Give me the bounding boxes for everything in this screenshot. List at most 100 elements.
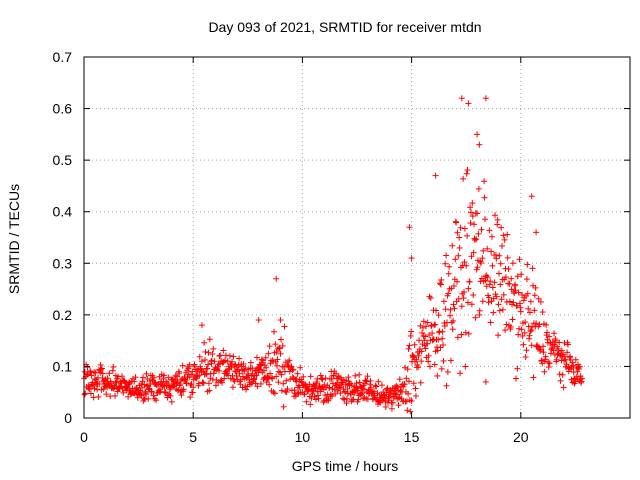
data-point xyxy=(537,298,544,305)
data-point xyxy=(512,281,519,288)
data-point xyxy=(280,403,287,410)
data-point xyxy=(205,361,212,368)
data-point xyxy=(169,376,176,383)
data-point xyxy=(510,299,517,306)
data-point xyxy=(317,388,324,395)
y-tick-label: 0.4 xyxy=(53,204,73,220)
data-point-peak xyxy=(277,317,284,324)
data-point xyxy=(536,321,543,328)
data-point xyxy=(363,378,370,385)
data-point xyxy=(356,371,363,378)
data-point xyxy=(489,284,496,291)
data-point xyxy=(278,371,285,378)
data-point xyxy=(277,336,284,343)
x-tick-label: 0 xyxy=(80,429,88,445)
data-point xyxy=(236,355,243,362)
data-point xyxy=(143,391,150,398)
data-point xyxy=(495,270,502,277)
data-point xyxy=(557,377,564,384)
data-point xyxy=(319,376,326,383)
data-point xyxy=(423,323,430,330)
data-point xyxy=(403,375,410,382)
data-point xyxy=(464,299,471,306)
data-point xyxy=(485,294,492,301)
data-point xyxy=(174,373,181,380)
data-point xyxy=(457,370,464,377)
data-point xyxy=(427,295,434,302)
data-point xyxy=(503,321,510,328)
data-point xyxy=(168,398,175,405)
data-point xyxy=(249,365,256,372)
data-point xyxy=(176,370,183,377)
data-point xyxy=(490,309,497,316)
data-point xyxy=(422,345,429,352)
data-point-peak xyxy=(255,317,262,324)
data-point xyxy=(552,337,559,344)
data-point xyxy=(257,380,264,387)
data-point xyxy=(132,374,139,381)
data-point xyxy=(578,375,585,382)
data-point xyxy=(311,393,318,400)
data-point xyxy=(173,380,180,387)
data-point xyxy=(247,359,254,366)
data-point xyxy=(502,274,509,281)
data-point xyxy=(143,370,150,377)
data-point xyxy=(348,382,355,389)
data-point xyxy=(139,374,146,381)
data-point xyxy=(487,319,494,326)
data-point xyxy=(483,283,490,290)
data-point xyxy=(290,366,297,373)
data-point xyxy=(517,308,524,315)
data-point xyxy=(450,301,457,308)
data-point xyxy=(300,373,307,380)
data-point xyxy=(212,382,219,389)
data-point xyxy=(336,384,343,391)
data-point xyxy=(125,393,132,400)
data-point xyxy=(419,329,426,336)
data-point xyxy=(526,309,533,316)
data-point xyxy=(271,328,278,335)
data-point xyxy=(258,356,265,363)
data-point xyxy=(440,357,447,364)
x-axis-label: GPS time / hours xyxy=(292,458,399,474)
data-point xyxy=(307,401,314,408)
data-point xyxy=(498,224,505,231)
data-point xyxy=(254,383,261,390)
data-point xyxy=(508,275,515,282)
data-point xyxy=(356,379,363,386)
data-point xyxy=(106,370,113,377)
data-point xyxy=(478,260,485,267)
data-point xyxy=(99,370,106,377)
data-point xyxy=(201,356,208,363)
data-point xyxy=(119,373,126,380)
data-point xyxy=(426,363,433,370)
data-point xyxy=(231,362,238,369)
data-point xyxy=(360,386,367,393)
data-point xyxy=(160,372,167,379)
data-point xyxy=(438,365,445,372)
data-point xyxy=(450,317,457,324)
data-point xyxy=(411,341,418,348)
data-point xyxy=(496,307,503,314)
data-point xyxy=(153,397,160,404)
data-point xyxy=(204,365,211,372)
data-point xyxy=(367,377,374,384)
data-point xyxy=(514,365,521,372)
data-point xyxy=(97,369,104,376)
data-point xyxy=(209,351,216,358)
data-point xyxy=(432,321,439,328)
data-point xyxy=(439,328,446,335)
data-point xyxy=(572,356,579,363)
axes: 0 5 10 15 20 0 0.1 0.2 0.3 0.4 0.5 0.6 0.7 xyxy=(53,49,631,445)
data-point xyxy=(226,352,233,359)
data-point xyxy=(534,343,541,350)
data-point xyxy=(134,394,141,401)
data-point xyxy=(449,326,456,333)
data-point xyxy=(276,345,283,352)
data-point xyxy=(372,382,379,389)
data-point xyxy=(342,389,349,396)
data-point xyxy=(507,323,514,330)
chart-title: Day 093 of 2021, SRMTID for receiver mtd… xyxy=(208,19,481,35)
data-point xyxy=(506,280,513,287)
data-point xyxy=(307,373,314,380)
